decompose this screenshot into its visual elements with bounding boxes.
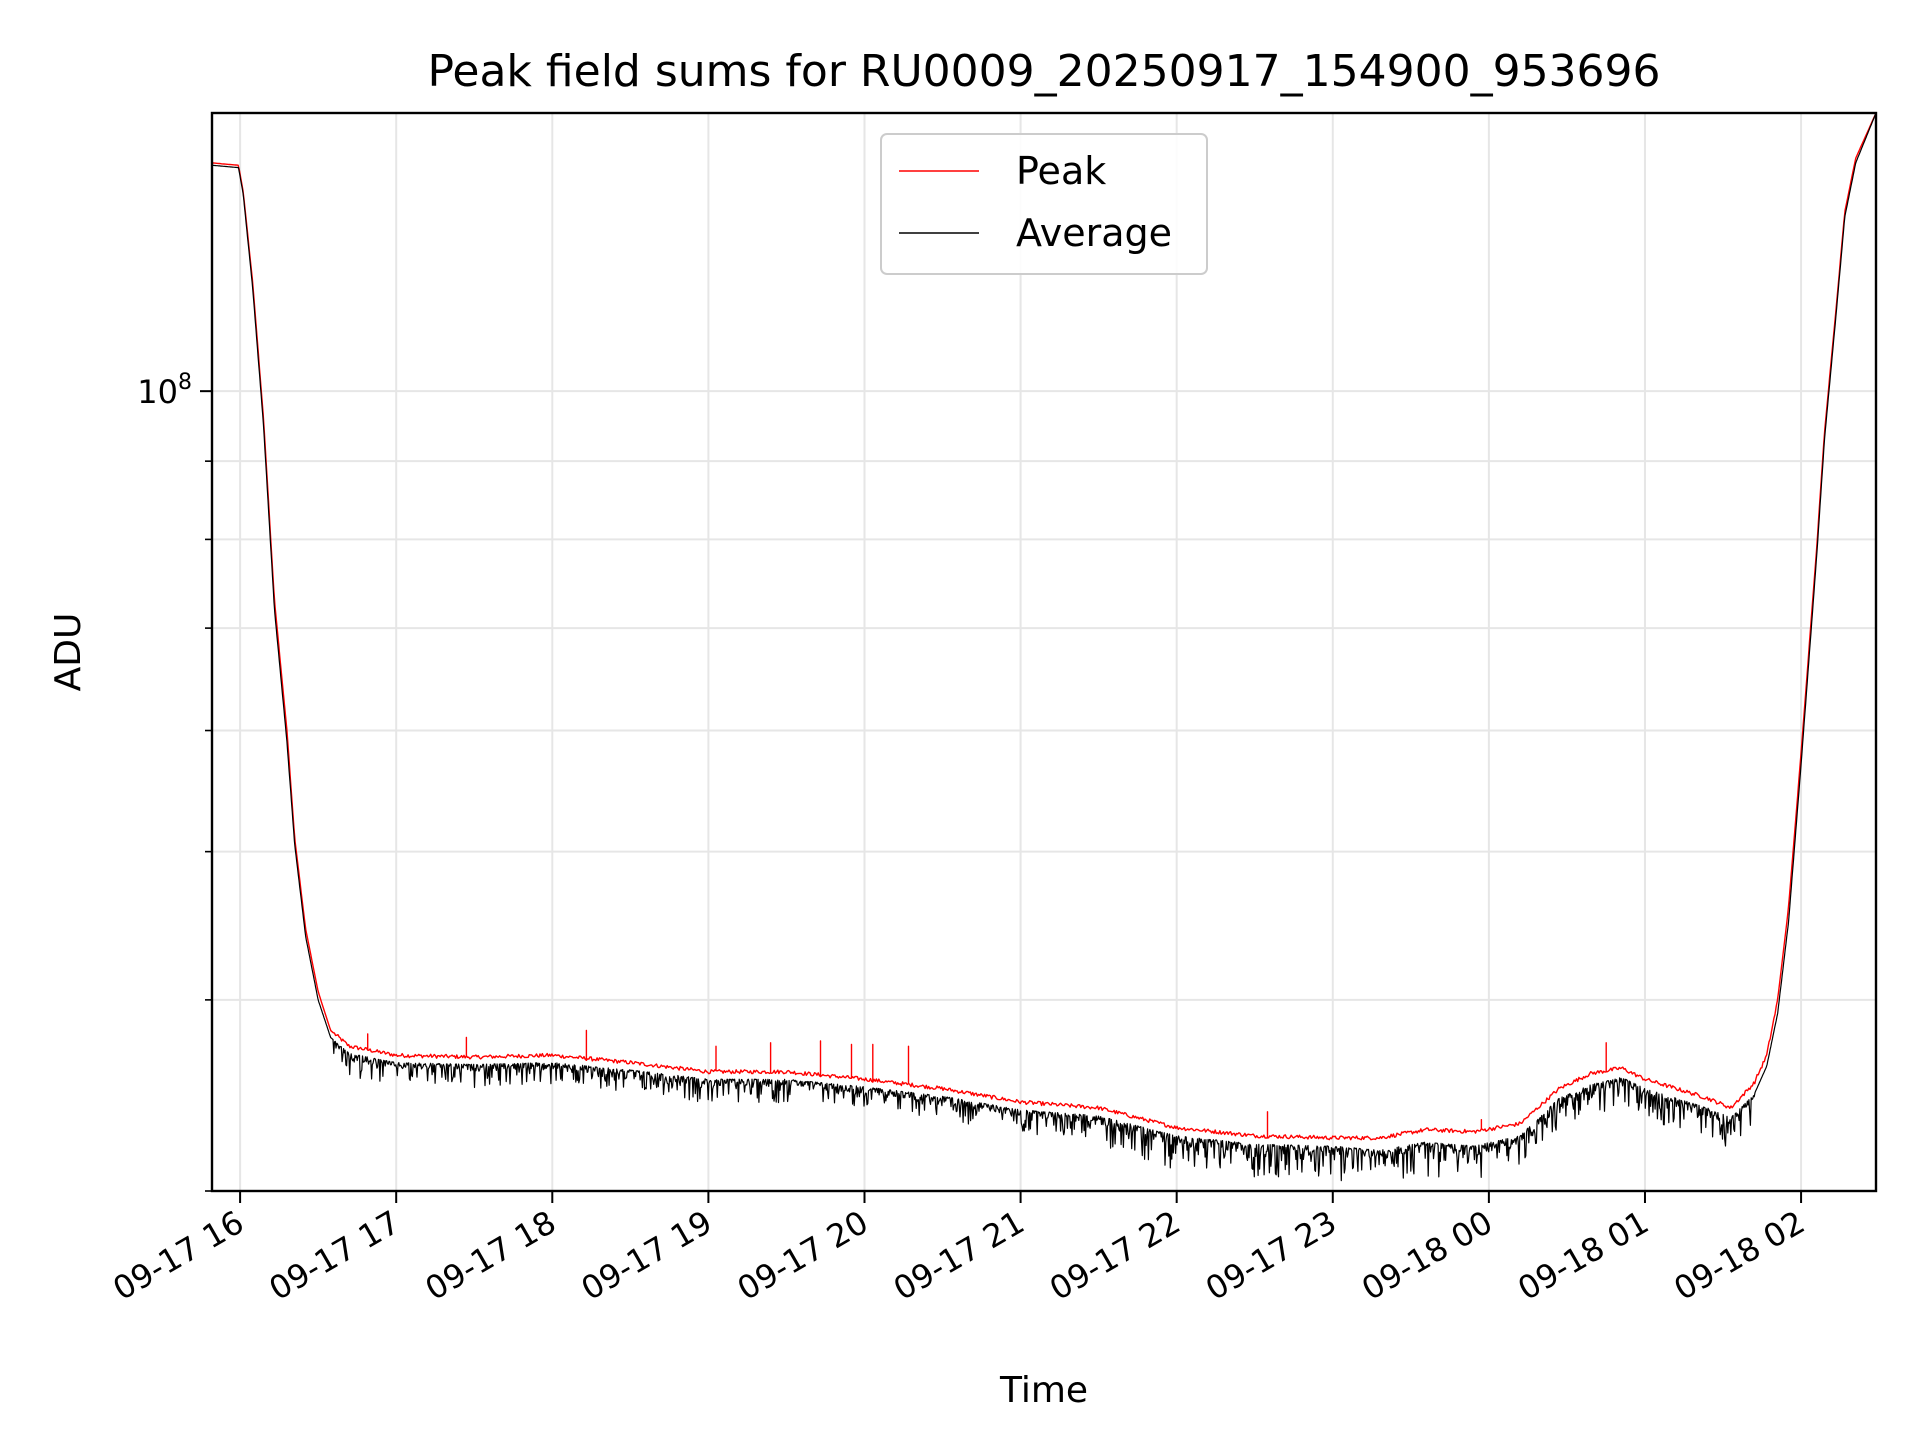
y-axis-label: ADU (48, 613, 89, 692)
legend-label-peak: Peak (1016, 149, 1106, 193)
y-tick-label: 108 (137, 370, 192, 411)
legend-label-average: Average (1016, 211, 1172, 255)
grid (212, 113, 1876, 1192)
plot-frame (210, 111, 1878, 1193)
series-group (211, 112, 1877, 1182)
chart-title: Peak field sums for RU0009_20250917_1549… (427, 46, 1660, 97)
x-axis-label: Time (999, 1370, 1088, 1411)
series-line-average (212, 112, 1877, 1182)
legend: Peak Average (880, 133, 1208, 275)
y-axis-ticks: 108 (137, 370, 212, 1192)
series-line-peak (211, 112, 1877, 1141)
legend-box (880, 133, 1208, 275)
